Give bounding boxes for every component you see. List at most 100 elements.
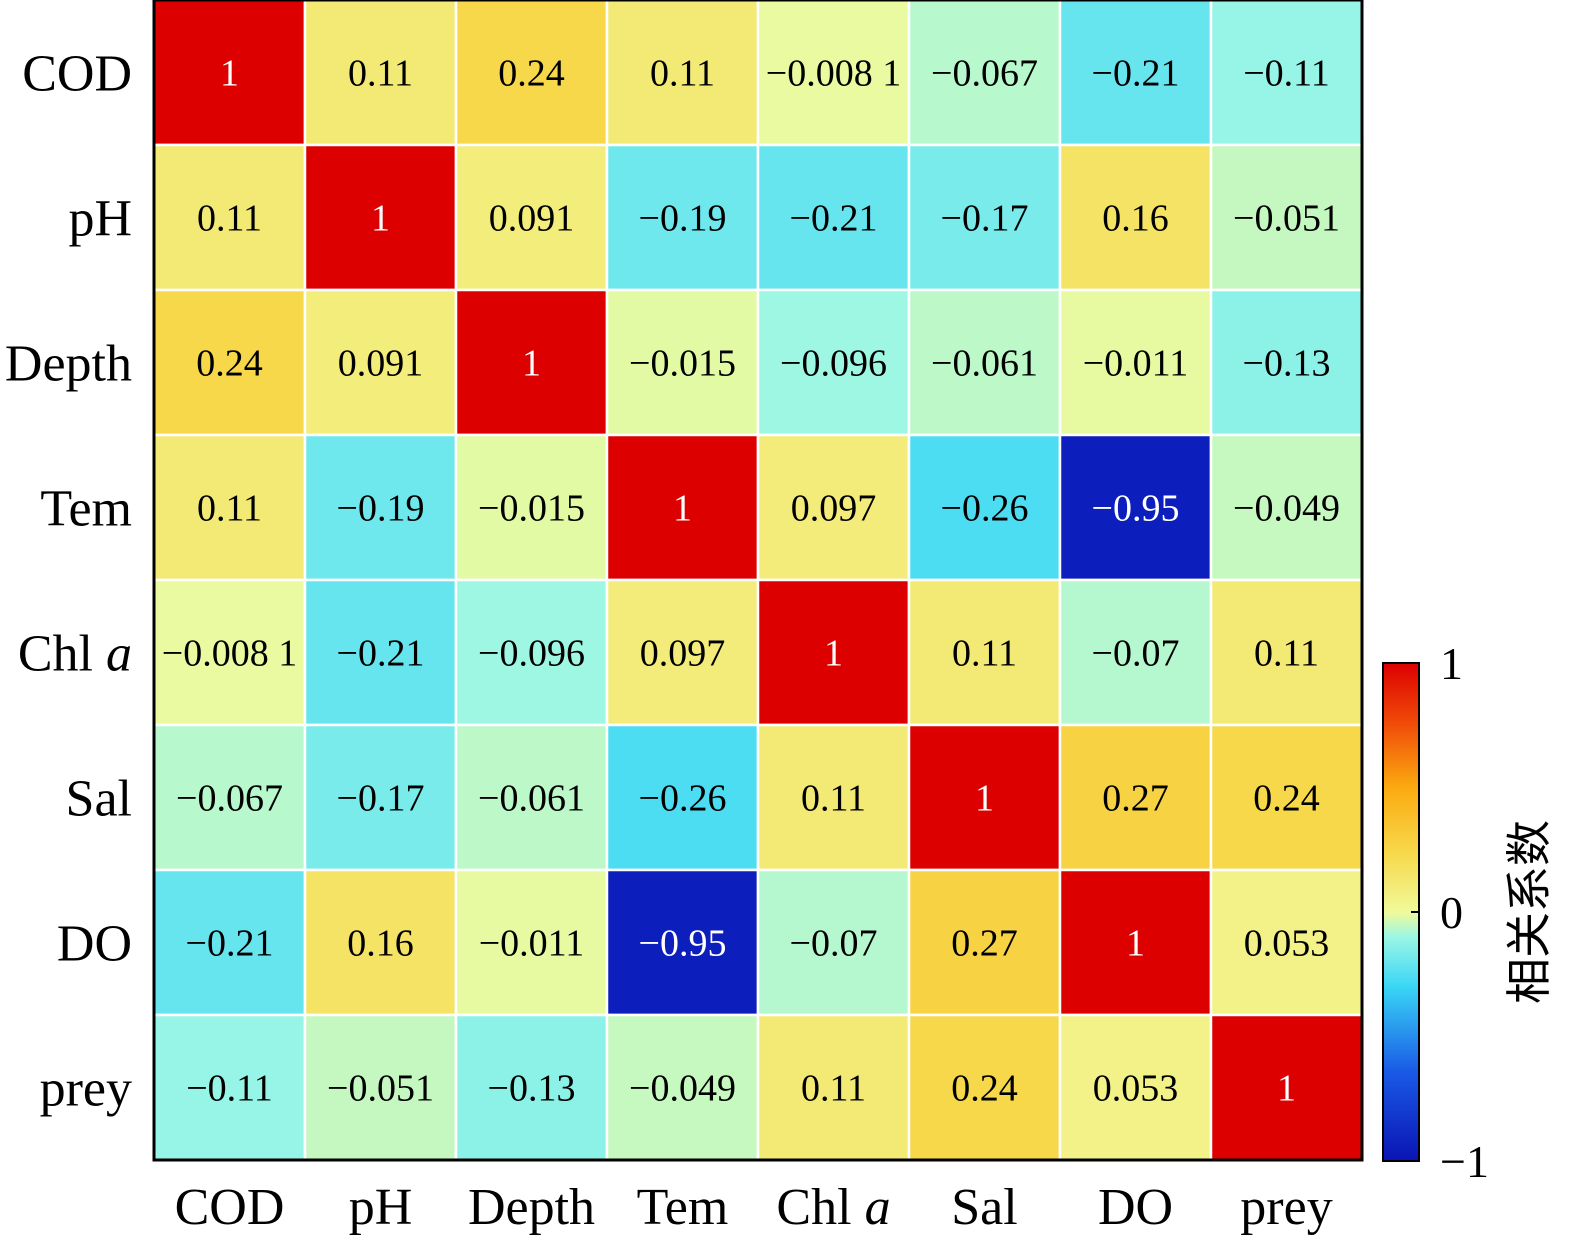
- cell-value-label: 0.16: [1102, 198, 1169, 240]
- cell-value-label: −0.011: [479, 923, 585, 965]
- cell-value-label: 1: [975, 778, 994, 820]
- row-label: pH: [68, 191, 132, 248]
- cell-value-label: −0.21: [186, 923, 274, 965]
- cell-value-label: 0.11: [801, 778, 866, 820]
- heatmap-cell: [152, 578, 307, 727]
- cell-value-label: −0.015: [629, 343, 736, 385]
- heatmap-cell: [152, 868, 307, 1017]
- row-label: DO: [57, 916, 132, 973]
- cell-value-label: 0.24: [498, 53, 565, 95]
- heatmap-cell: [1058, 868, 1213, 1017]
- cell-value-label: −0.13: [1243, 343, 1331, 385]
- row-label: COD: [22, 46, 132, 103]
- heatmap-cell: [1058, 0, 1213, 147]
- heatmap-cell: [1058, 723, 1213, 872]
- heatmap-cell: [605, 0, 760, 147]
- cell-value-label: 0.097: [791, 488, 877, 530]
- row-labels: COD pH Depth Tem Chl a Sal DO prey: [5, 46, 132, 1118]
- cell-value-label: 1: [1126, 923, 1145, 965]
- colorbar-title: 相关系数: [1502, 820, 1556, 1004]
- cell-value-label: −0.049: [629, 1068, 736, 1110]
- cell-value-label: 1: [1277, 1068, 1296, 1110]
- cell-value-label: 0.16: [347, 923, 414, 965]
- cell-value-label: 0.24: [1253, 778, 1320, 820]
- heatmap-cell: [605, 723, 760, 872]
- heatmap-cell: [1209, 0, 1364, 147]
- heatmap-cell: [907, 0, 1062, 147]
- heatmap-cell: [454, 578, 609, 727]
- heatmap-cell: [1209, 1013, 1364, 1162]
- cell-value-label: −0.07: [790, 923, 878, 965]
- cell-value-label: 0.11: [952, 633, 1017, 675]
- heatmap-cell: [756, 433, 911, 582]
- heatmap-cell: [1058, 143, 1213, 292]
- column-label: pH: [349, 1179, 413, 1236]
- heatmap-cell: [605, 868, 760, 1017]
- cell-value-label: −0.19: [639, 198, 727, 240]
- cell-value-label: −0.17: [941, 198, 1029, 240]
- cell-value-label: −0.26: [639, 778, 727, 820]
- cell-value-label: −0.011: [1083, 343, 1189, 385]
- cell-value-label: −0.051: [1233, 198, 1340, 240]
- colorbar-tick-label: 1: [1440, 638, 1463, 689]
- cell-value-label: −0.19: [337, 488, 425, 530]
- cell-value-label: −0.015: [478, 488, 585, 530]
- cell-value-label: 0.091: [338, 343, 424, 385]
- cell-value-label: 0.11: [801, 1068, 866, 1110]
- heatmap-cell: [907, 868, 1062, 1017]
- cell-value-label: 1: [824, 633, 843, 675]
- cell-value-label: −0.096: [478, 633, 585, 675]
- heatmap-cell: [907, 578, 1062, 727]
- heatmap-cell: [152, 1013, 307, 1162]
- cell-value-label: 0.097: [640, 633, 726, 675]
- cell-value-label: −0.051: [327, 1068, 434, 1110]
- cell-value-label: 0.11: [650, 53, 715, 95]
- heatmap-cell: [1058, 1013, 1213, 1162]
- heatmap-cell: [1209, 433, 1364, 582]
- colorbar-tick-label: −1: [1440, 1136, 1489, 1187]
- cell-value-label: −0.26: [941, 488, 1029, 530]
- cell-value-label: 0.11: [197, 198, 262, 240]
- column-label: Tem: [637, 1179, 729, 1236]
- heatmap-cell: [303, 723, 458, 872]
- cell-value-label: −0.008 1: [162, 633, 297, 675]
- cell-value-label: 0.091: [489, 198, 575, 240]
- heatmap-cell: [303, 0, 458, 147]
- colorbar-tick-label: 0: [1440, 887, 1463, 938]
- cell-value-label: 0.11: [1254, 633, 1319, 675]
- cell-value-label: 0.27: [1102, 778, 1169, 820]
- cell-value-label: 0.24: [196, 343, 263, 385]
- cell-value-label: −0.17: [337, 778, 425, 820]
- colorbar: 1 0 −1 相关系数: [1382, 638, 1556, 1187]
- heatmap-cell: [1209, 578, 1364, 727]
- column-labels: COD pH Depth Tem Chl a Sal DO prey: [175, 1179, 1333, 1236]
- cell-value-label: −0.067: [931, 53, 1038, 95]
- column-label: DO: [1098, 1179, 1173, 1236]
- heatmap-cell: [303, 433, 458, 582]
- cell-value-label: −0.061: [478, 778, 585, 820]
- cell-value-label: 1: [673, 488, 692, 530]
- heatmap-cell: [152, 0, 307, 147]
- cell-value-label: −0.061: [931, 343, 1038, 385]
- column-label: COD: [175, 1179, 285, 1236]
- heatmap-cell: [756, 578, 911, 727]
- heatmap-cell: [756, 0, 911, 147]
- cell-value-label: 0.11: [197, 488, 262, 530]
- heatmap-cell: [454, 1013, 609, 1162]
- heatmap-cell: [454, 288, 609, 437]
- plot-frame: [152, 0, 1364, 1162]
- heatmap-cell: [1209, 143, 1364, 292]
- heatmap-cell: [303, 578, 458, 727]
- heatmap-cell: [454, 723, 609, 872]
- row-label: Depth: [5, 336, 132, 393]
- heatmap-cell: [454, 868, 609, 1017]
- heatmap-cell: [152, 143, 307, 292]
- colorbar-gradient: [1382, 662, 1420, 1162]
- cell-value-label: −0.067: [176, 778, 283, 820]
- cell-value-label: −0.21: [790, 198, 878, 240]
- row-label: Tem: [40, 481, 132, 538]
- heatmap-cell: [303, 143, 458, 292]
- cell-value-label: −0.11: [186, 1068, 273, 1110]
- cell-value-label: −0.21: [337, 633, 425, 675]
- colorbar-ticks: 1 0 −1: [1411, 638, 1489, 1187]
